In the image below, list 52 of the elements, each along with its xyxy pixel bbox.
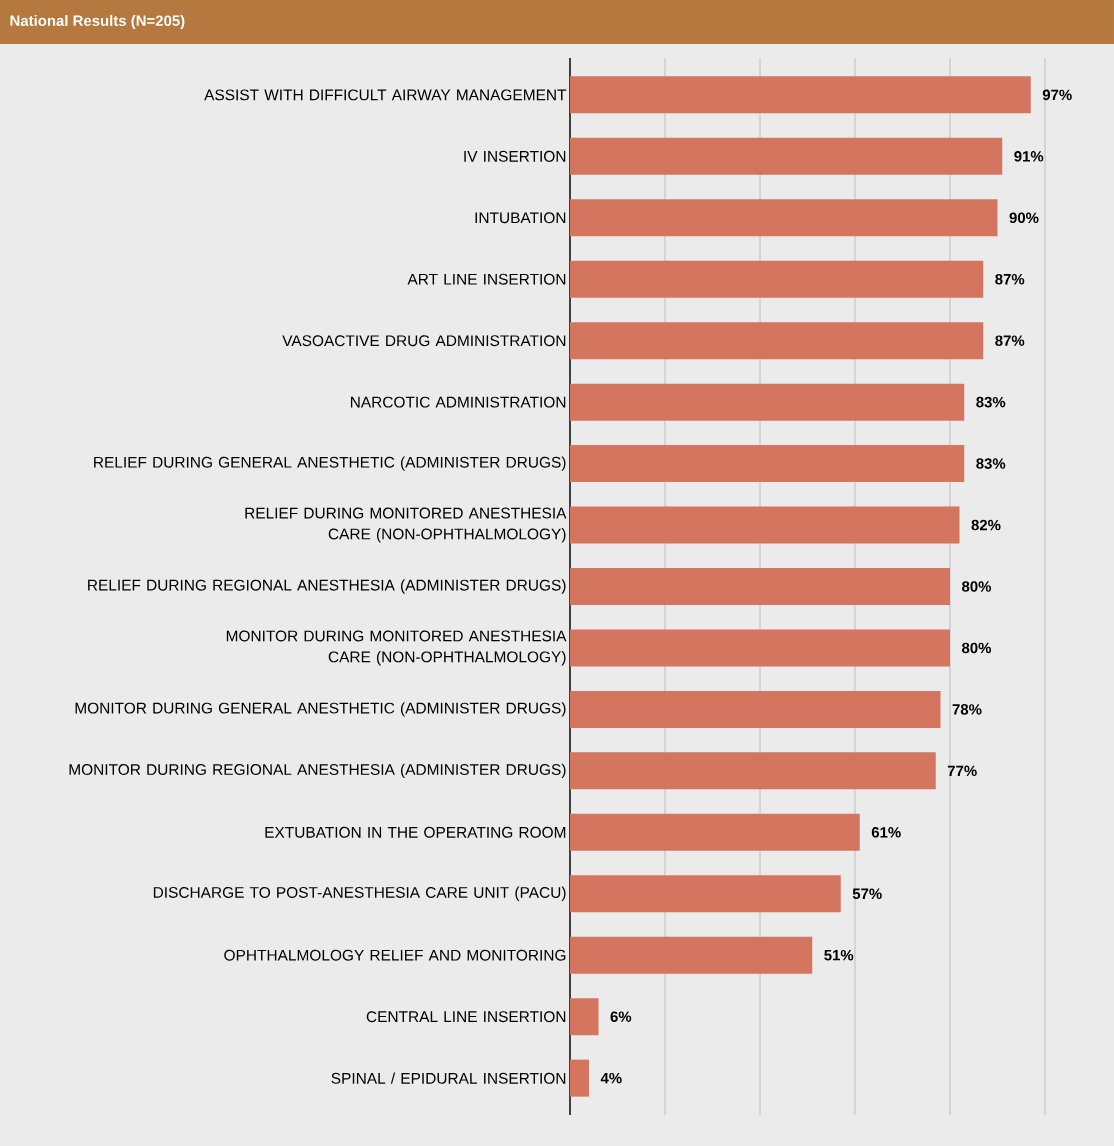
bar [570,629,950,667]
bar [570,199,998,237]
y-tick-label: INTUBATION [475,212,566,224]
y-tick-label: OPHTHALMOLOGY RELIEF AND MONITORING [224,949,566,961]
data-label: 77% [947,765,977,777]
y-tick-label: NARCOTIC ADMINISTRATION [350,396,566,408]
data-label: 61% [871,827,901,838]
data-label: 80% [961,642,992,654]
data-label: 97% [1042,89,1072,101]
y-tick-label: RELIEF DURING REGIONAL ANESTHESIA (ADMINISTER DRUGS) [88,579,566,594]
y-tick-label: IV INSERTION [464,150,566,162]
data-label: 91% [1014,151,1044,162]
text: National Results (N=205) [10,15,185,29]
y-tick-label: SPINAL / EPIDURAL INSERTION [331,1072,566,1084]
y-tick-label: MONITOR DURING MONITORED ANESTHESIA CARE (NON-OPHTHALMOLOGY) [226,630,567,666]
bar [570,875,841,913]
bar [570,383,965,421]
y-tick-label: MONITOR DURING GENERAL ANESTHETIC (ADMINISTER DRUGS) [75,702,566,717]
data-label: 83% [976,396,1006,408]
data-label: 83% [976,458,1006,469]
data-label: 80% [961,581,992,592]
bar [570,137,1003,175]
y-tick-label: MONITOR DURING REGIONAL ANESTHESIA (ADMINISTER DRUGS) [69,763,566,779]
y-tick-label: ART LINE INSERTION [407,273,566,285]
bar [570,322,984,360]
y-tick-label: ASSIST WITH DIFFICULT AIRWAY MANAGEMENT [204,89,567,101]
bar [570,690,941,728]
bar [570,506,960,544]
y-tick-label: RELIEF DURING MONITORED ANESTHESIA CARE (NON-OPHTHALMOLOGY) [245,507,567,543]
y-tick-label: VASOACTIVE DRUG ADMINISTRATION [282,335,566,347]
bar [570,1059,589,1097]
bar [570,752,936,790]
bar [570,445,965,483]
data-label: 90% [1009,212,1039,224]
data-label: 6% [610,1011,632,1022]
y-tick-label: DISCHARGE TO POST-ANESTHESIA CARE UNIT (PACU) [153,886,566,901]
data-label: 57% [852,888,882,900]
bar [570,936,813,974]
data-label: 51% [824,949,854,961]
data-label: 87% [995,273,1025,285]
bar [570,813,860,851]
y-tick-label: CENTRAL LINE INSERTION [366,1011,566,1023]
bar [570,998,599,1036]
data-label: 4% [600,1072,622,1084]
bar [570,568,950,605]
y-tick-label: RELIEF DURING GENERAL ANESTHETIC (ADMINISTER DRUGS) [94,456,566,471]
y-tick-label: EXTUBATION IN THE OPERATING ROOM [265,826,566,838]
bar [570,260,984,298]
data-label: 82% [971,519,1001,531]
data-label: 87% [995,335,1025,346]
bar [570,76,1031,114]
data-label: 78% [952,704,982,715]
